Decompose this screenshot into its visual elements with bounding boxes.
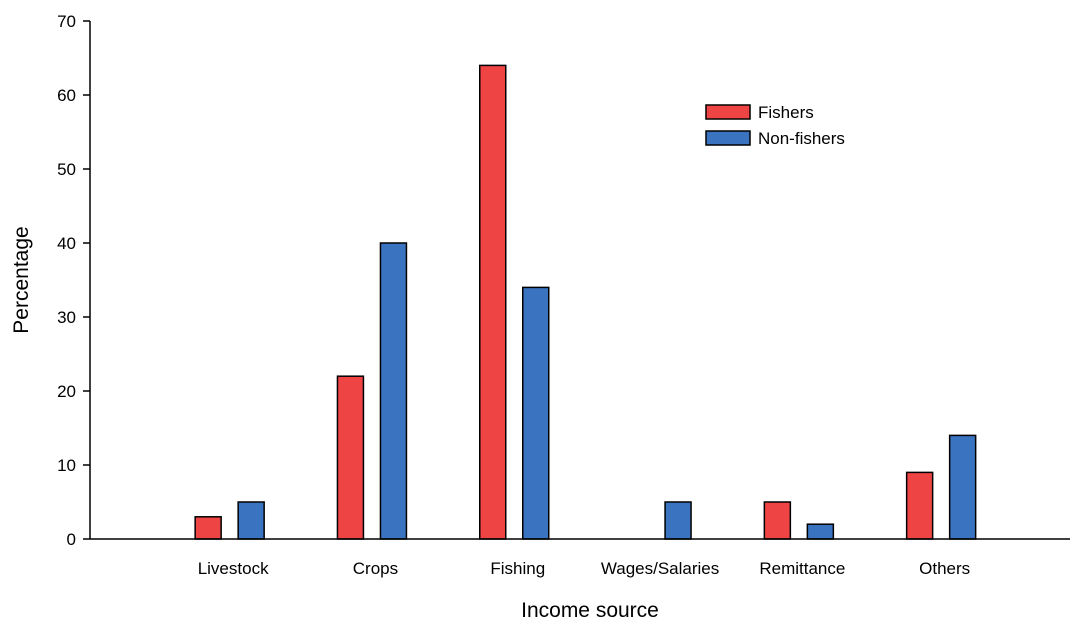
y-axis-title: Percentage [10, 226, 33, 333]
legend-swatch [705, 130, 751, 146]
bar-fishers-remittance [763, 501, 792, 540]
legend-swatch [705, 104, 751, 120]
x-axis-ticks: Livestock Crops Fishing Wages/Salaries Remit… [198, 559, 970, 578]
y-tick-label: 20 [57, 382, 76, 401]
x-tick-label: Crops [353, 559, 398, 578]
bar-non-fishers-wages-salaries [664, 501, 692, 540]
x-tick-label: Fishing [490, 559, 545, 578]
y-tick-label: 70 [57, 12, 76, 31]
bar-fishers-livestock [194, 516, 222, 540]
bar-non-fishers-remittance [806, 523, 835, 540]
bar-fishers-others [905, 471, 934, 540]
x-tick-label: Remittance [759, 559, 845, 578]
bars [194, 64, 977, 540]
bar-fishers-crops [336, 375, 365, 540]
bar-non-fishers-others [948, 434, 977, 540]
bar-fishers-fishing [479, 64, 507, 540]
y-tick-label: 0 [67, 530, 76, 549]
bar-non-fishers-crops [379, 242, 408, 540]
y-tick-label: 50 [57, 160, 76, 179]
bar-non-fishers-fishing [522, 286, 550, 540]
legend: Fishers Non-fishers [705, 103, 845, 148]
y-axis-ticks: 0 10 20 30 40 50 60 70 [57, 12, 90, 549]
x-axis-title: Income source [521, 599, 659, 620]
x-tick-label: Livestock [198, 559, 269, 578]
x-tick-label: Wages/Salaries [601, 559, 719, 578]
y-tick-label: 30 [57, 308, 76, 327]
y-tick-label: 40 [57, 234, 76, 253]
legend-label: Non-fishers [758, 129, 845, 148]
y-tick-label: 10 [57, 456, 76, 475]
bar-non-fishers-livestock [237, 501, 265, 540]
x-tick-label: Others [919, 559, 970, 578]
legend-label: Fishers [758, 103, 814, 122]
y-tick-label: 60 [57, 86, 76, 105]
